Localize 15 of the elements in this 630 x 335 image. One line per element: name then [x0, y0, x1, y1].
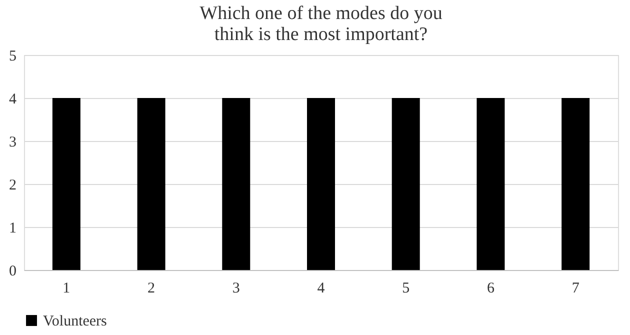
x-tick-label: 2 [148, 280, 156, 296]
x-tick-label: 4 [317, 280, 326, 296]
x-tick-label: 1 [62, 280, 70, 296]
y-tick-label: 5 [9, 48, 16, 64]
y-tick-label: 0 [9, 264, 16, 280]
y-tick-label: 2 [9, 178, 16, 194]
y-tick-label: 3 [9, 134, 16, 150]
y-tick-label: 1 [9, 220, 16, 236]
x-tick-label: 6 [486, 280, 495, 296]
x-tick-label: 7 [572, 280, 580, 296]
x-tick-label: 5 [402, 280, 410, 296]
chart-title: Which one of the modes do you think is the most important? [200, 3, 443, 45]
x-tick-label: 3 [232, 280, 240, 296]
legend-label: Volunteers [43, 314, 108, 330]
y-tick-label: 4 [9, 92, 17, 108]
